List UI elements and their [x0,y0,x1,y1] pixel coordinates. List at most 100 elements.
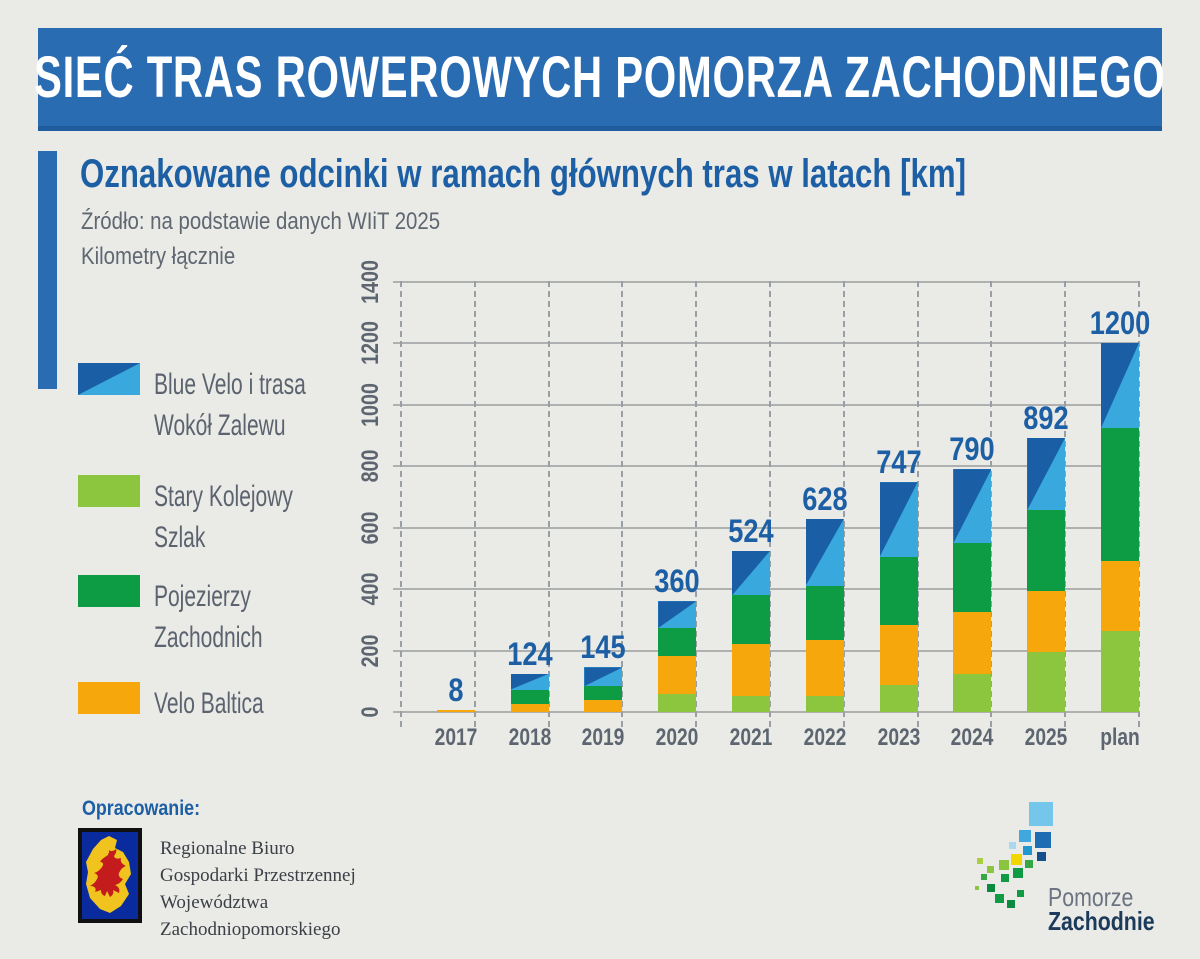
brand-name-line1: Pomorze [1048,882,1134,912]
legend-label: Blue Velo i trasa Wokół Zalewu [154,368,306,442]
legend-label: Velo Baltica [154,687,264,720]
rbgp-coat-of-arms-icon [78,828,142,923]
y-tick-label: 600 [357,511,384,544]
legend-label: Pojezierzy Zachodnich [154,580,263,654]
x-tick-label: 2024 [951,724,994,751]
vertical-gridline [695,281,698,727]
legend-item-stary-kolejowy: Stary Kolejowy Szlak [78,475,352,558]
vertical-gridline [769,281,771,727]
bar-total-label: 145 [580,629,627,666]
bar-total-label: 1200 [1089,305,1151,341]
bar-segment-stary-kolejowy-szlak [658,694,697,712]
bar-segment-blue-velo-i-trasa-wok-zalewu-dark [658,601,697,629]
brand-name-line2: Zachodnie [1048,906,1155,936]
bar-segment-pojezierzy-zachodnich [879,557,918,625]
bar-segment-velo-baltica [658,655,697,695]
x-tick-label: 2020 [655,724,699,751]
legend-swatch-pojezierzy-icon [78,575,140,607]
bar-total-label: 524 [728,512,774,549]
title-banner: SIEĆ TRAS ROWEROWYCH POMORZA ZACHODNIEGO [34,28,1165,131]
bar-segment-velo-baltica [879,624,918,685]
legend-item-velo-baltica: Velo Baltica [78,682,311,724]
bar-total-label: 8 [448,671,464,708]
vertical-gridline [842,281,845,727]
bar-total-label: 124 [506,635,553,672]
vertical-gridline [473,281,476,727]
y-tick-label: 800 [357,449,384,483]
vertical-gridline [916,281,919,727]
bar-segment-stary-kolejowy-szlak [1101,630,1139,712]
bar-segment-stary-kolejowy-szlak [732,696,770,712]
vertical-gridline [1138,281,1140,727]
bar-segment-blue-velo-i-trasa-wok-zalewu [879,482,918,558]
gridline-0 [393,711,1139,713]
gridline-1200 [393,342,1139,344]
bar-segment-pojezierzy-zachodnich [1027,510,1066,591]
x-tick-label: 2017 [434,724,478,751]
y-tick-label: 1400 [357,259,384,304]
legend-label: Stary Kolejowy Szlak [154,480,293,554]
gridline-1000 [393,403,1139,406]
legend-swatch-stary-kolejowy-icon [78,475,140,507]
bar-segment-blue-velo-i-trasa-wok-zalewu-dark [879,482,918,558]
y-tick-label: 400 [357,572,384,606]
bar-segment-pojezierzy-zachodnich [658,628,697,656]
x-tick-label: 2023 [877,724,920,751]
bar-total-label: 892 [1023,399,1069,436]
source-note: Źródło: na podstawie danych WIiT 2025 [81,208,441,235]
bar-total-label: 628 [802,480,848,517]
y-axis-title: Kilometry łącznie [81,243,236,270]
x-tick-label: 2018 [508,724,551,751]
credit-text: Regionalne Biuro Gospodarki Przestrzenne… [160,838,356,940]
gridline-1400 [393,280,1139,283]
bar-segment-stary-kolejowy-szlak [1027,652,1066,712]
bar-segment-velo-baltica [1027,590,1066,653]
bar-segment-velo-baltica [805,640,844,696]
bar-segment-velo-baltica [436,709,475,712]
bar-segment-pojezierzy-zachodnich [805,585,844,641]
bar-segment-velo-baltica [510,704,549,712]
y-tick-label: 1000 [357,382,384,427]
bar-segment-blue-velo-i-trasa-wok-zalewu [732,550,770,596]
x-tick-label: 2021 [729,724,773,751]
bar-segment-blue-velo-i-trasa-wok-zalewu-dark [1027,437,1066,511]
bar-segment-velo-baltica [953,612,992,674]
bar-segment-blue-velo-i-trasa-wok-zalewu [658,601,697,629]
bar-segment-pojezierzy-zachodnich [510,689,549,704]
bar-segment-blue-velo-i-trasa-wok-zalewu-dark [1101,343,1139,429]
vertical-gridline [400,281,402,727]
x-tick-label: 2019 [582,724,625,751]
bar-segment-blue-velo-i-trasa-wok-zalewu-dark [953,469,992,544]
bar-segment-velo-baltica [584,700,623,712]
x-tick-label: 2022 [803,724,847,751]
y-tick-label: 1200 [357,321,384,365]
bar-segment-blue-velo-i-trasa-wok-zalewu-dark [805,518,844,586]
vertical-gridline [547,281,550,727]
x-tick-label: 2025 [1024,724,1068,751]
bar-segment-blue-velo-i-trasa-wok-zalewu [953,469,992,544]
bar-segment-stary-kolejowy-szlak [805,696,844,712]
bar-segment-stary-kolejowy-szlak [953,673,992,712]
y-tick-label: 0 [357,706,384,718]
pomorze-zachodnie-logo-icon [973,798,1068,928]
bar-total-label: 747 [875,444,922,481]
bar-segment-pojezierzy-zachodnich [732,595,770,645]
gridline-600 [393,526,1139,529]
bar-segment-blue-velo-i-trasa-wok-zalewu-dark [732,550,770,596]
bar-segment-pojezierzy-zachodnich [953,543,992,613]
bar-total-label: 360 [654,563,700,600]
legend-item-blue-velo: Blue Velo i trasa Wokół Zalewu [78,363,371,446]
bar-segment-blue-velo-i-trasa-wok-zalewu-dark [510,673,549,690]
bar-segment-blue-velo-i-trasa-wok-zalewu [584,667,623,687]
bar-segment-blue-velo-i-trasa-wok-zalewu [510,673,549,690]
bar-segment-velo-baltica [1101,561,1139,631]
page-title: SIEĆ TRAS ROWEROWYCH POMORZA ZACHODNIEGO [34,44,1166,110]
bar-segment-blue-velo-i-trasa-wok-zalewu [1101,343,1139,429]
gridline-800 [393,465,1139,467]
bar-segment-pojezierzy-zachodnich [1101,428,1139,561]
legend-item-pojezierzy: Pojezierzy Zachodnich [78,575,309,658]
bar-segment-blue-velo-i-trasa-wok-zalewu [805,518,844,586]
vertical-gridline [990,281,993,727]
